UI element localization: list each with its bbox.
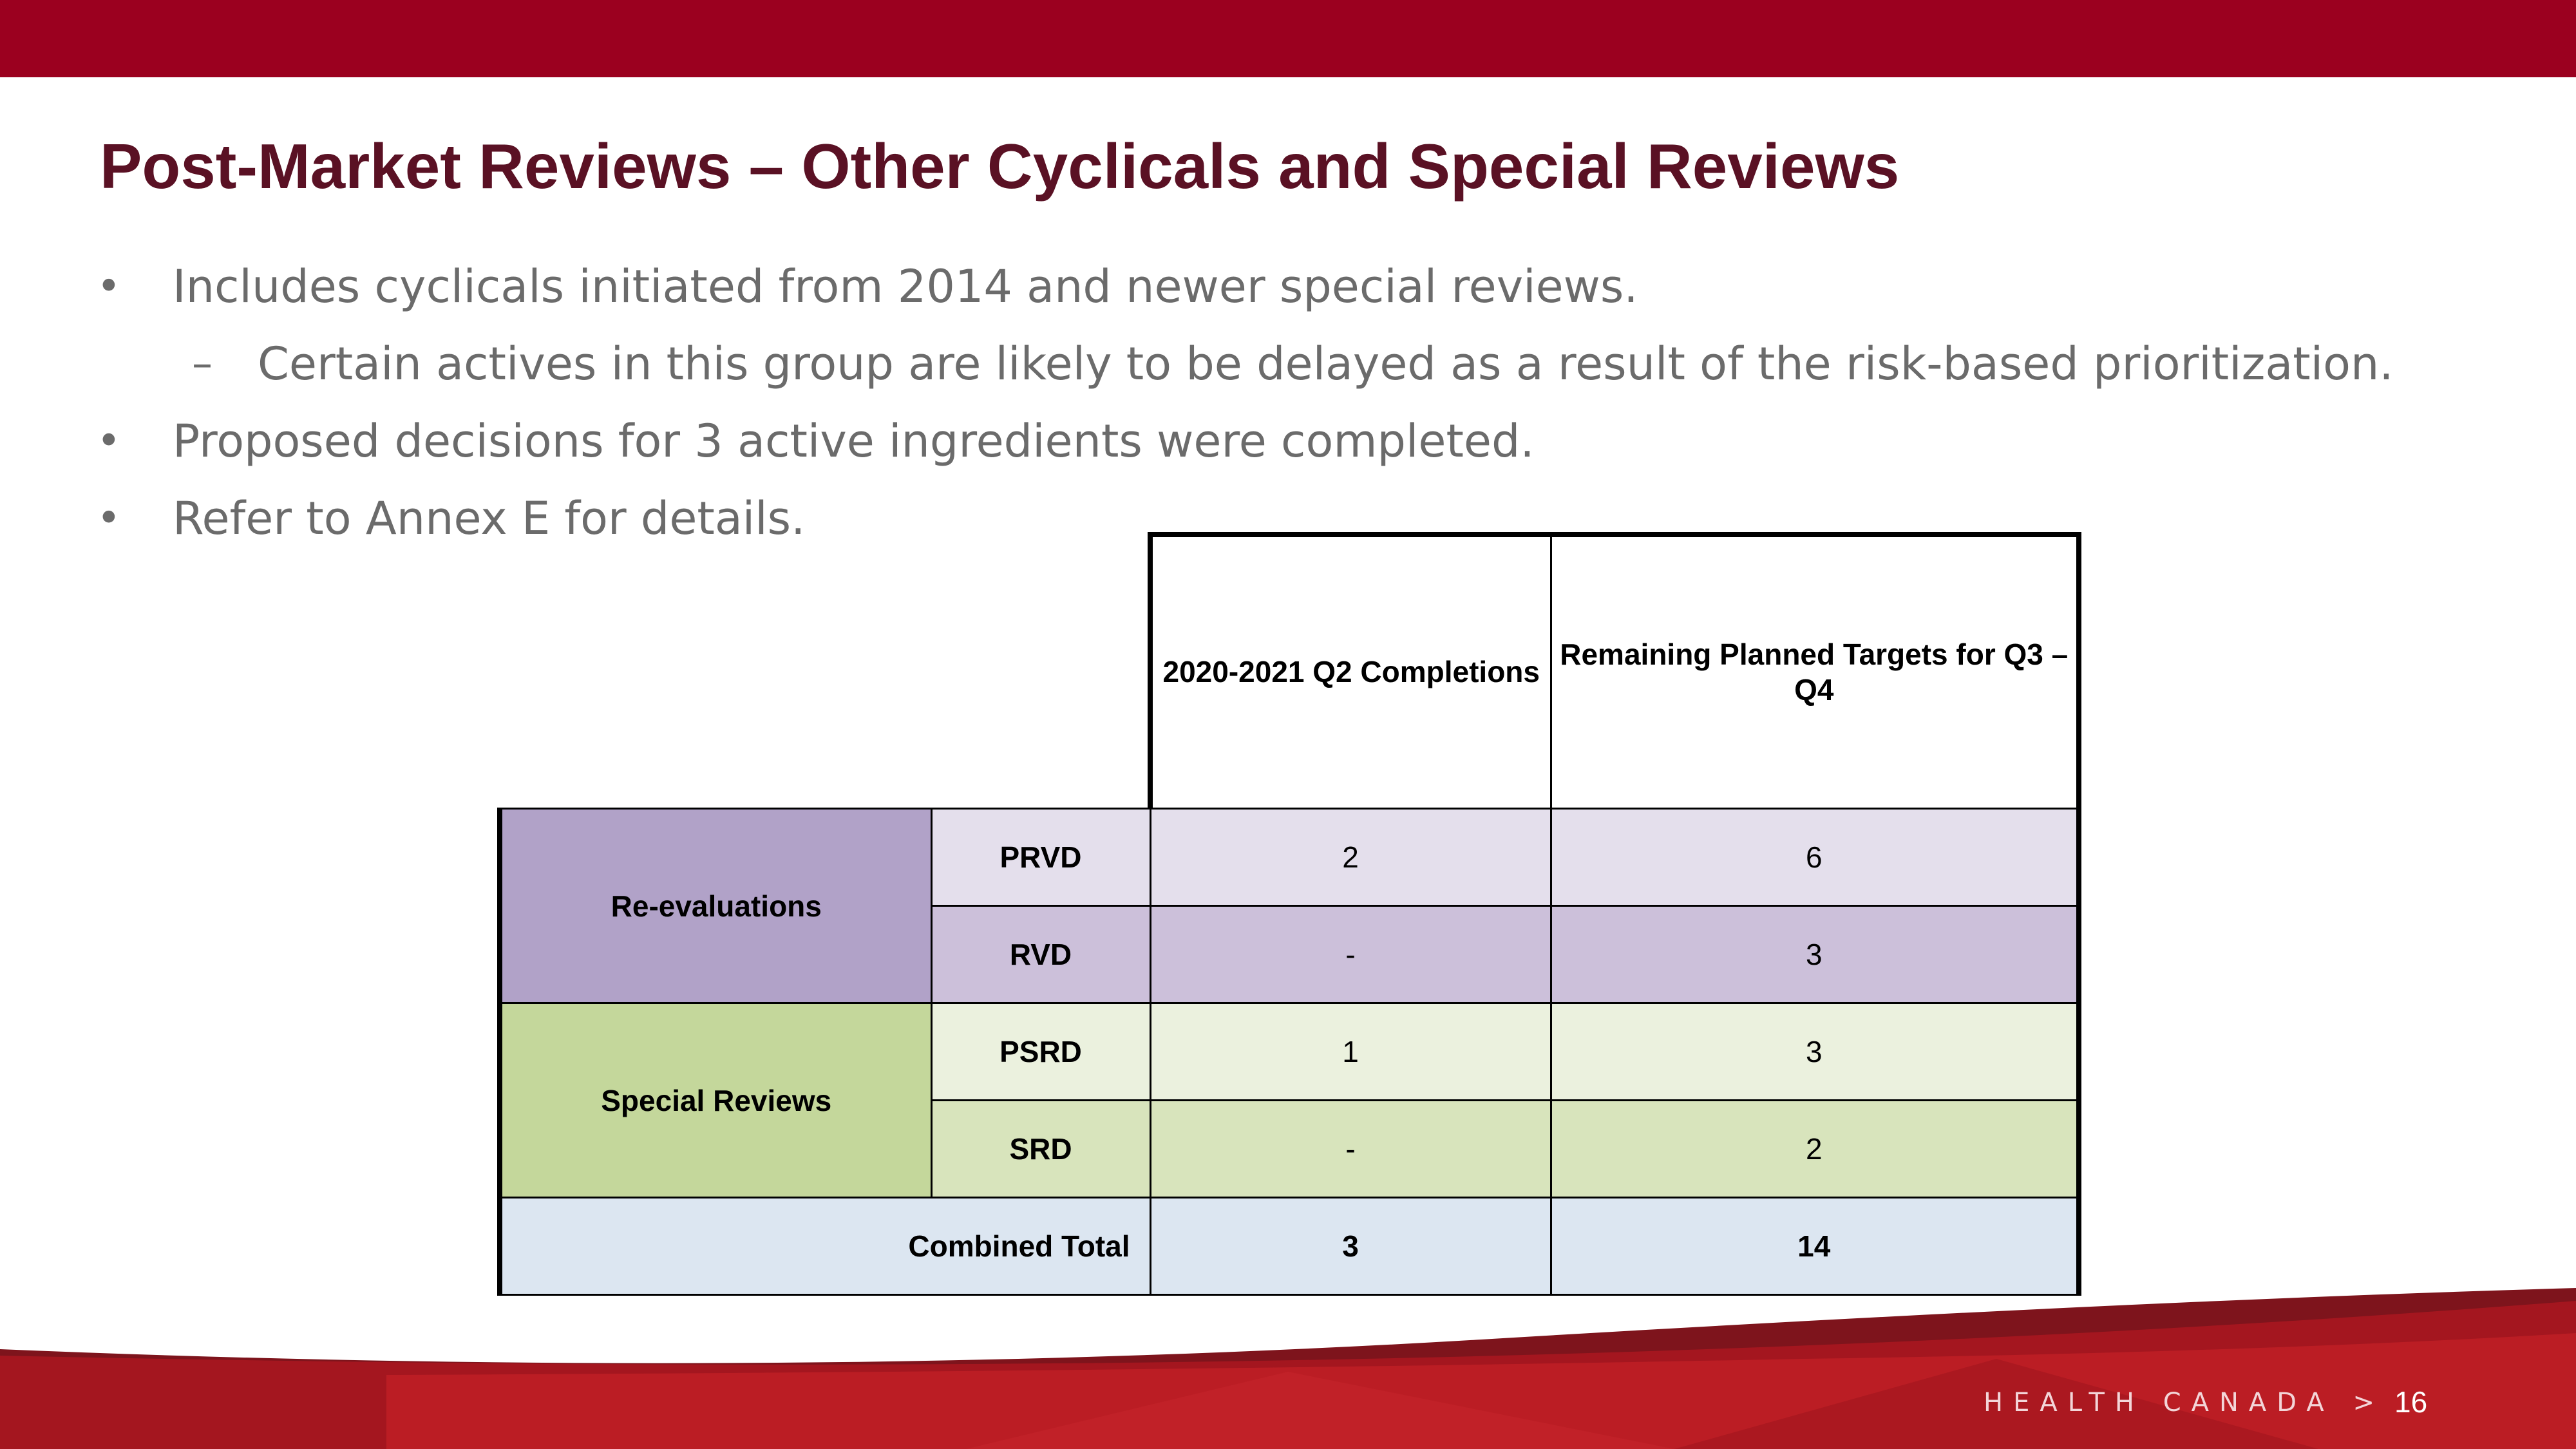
- bullet-item: • Includes cyclicals initiated from 2014…: [97, 248, 2479, 325]
- row-label-psrd: PSRD: [930, 1002, 1151, 1101]
- top-brand-bar: [0, 0, 2576, 77]
- sub-bullet-marker: –: [192, 340, 213, 388]
- bullet-text: Proposed decisions for 3 active ingredie…: [173, 415, 1535, 468]
- cell-total-q2: 3: [1149, 1197, 1552, 1296]
- bullet-item: • Proposed decisions for 3 active ingred…: [97, 402, 2479, 480]
- footer-wave-band: [0, 1288, 2576, 1449]
- table-row-rvd: RVD - 3: [500, 905, 2081, 1004]
- cell-prvd-q2: 2: [1149, 808, 1552, 907]
- slide-title: Post-Market Reviews – Other Cyclicals an…: [100, 131, 1900, 202]
- cell-srd-remaining: 2: [1549, 1099, 2081, 1198]
- cell-rvd-remaining: 3: [1549, 905, 2081, 1004]
- row-label-rvd: RVD: [930, 905, 1151, 1004]
- table-header-row: 2020-2021 Q2 Completions Remaining Plann…: [500, 532, 2081, 810]
- sub-bullet-item: – Certain actives in this group are like…: [97, 325, 2479, 402]
- table-row-total: Combined Total 3 14: [497, 1197, 2081, 1296]
- bullet-marker: •: [97, 263, 121, 310]
- table-row-psrd: Special Reviews PSRD 1 3: [497, 1002, 2081, 1198]
- page-number: 16: [2394, 1385, 2428, 1419]
- header-remaining-targets: Remaining Planned Targets for Q3 – Q4: [1549, 532, 2081, 810]
- row-label-srd: SRD: [930, 1099, 1151, 1198]
- review-targets-table: 2020-2021 Q2 Completions Remaining Plann…: [497, 532, 2081, 1296]
- cell-psrd-q2: 1: [1149, 1002, 1552, 1101]
- cell-srd-q2: -: [1149, 1099, 1552, 1198]
- bullet-marker: •: [97, 495, 121, 542]
- group-label-special-reviews: Special Reviews: [497, 1002, 933, 1198]
- row-label-prvd: PRVD: [930, 808, 1151, 907]
- empty-corner-cell: [500, 535, 1150, 809]
- cell-psrd-remaining: 3: [1549, 1002, 2081, 1101]
- sub-bullet-text: Certain actives in this group are likely…: [258, 337, 2394, 390]
- cell-prvd-remaining: 6: [1549, 808, 2081, 907]
- table-row-prvd: Re-evaluations PRVD 2 6: [497, 808, 2081, 1004]
- bullet-marker: •: [97, 417, 121, 465]
- footer-health-canada: HEALTH CANADA >: [1984, 1388, 2385, 1417]
- bullet-item: • Refer to Annex E for details.: [97, 480, 2479, 557]
- bullet-text: Includes cyclicals initiated from 2014 a…: [173, 260, 1638, 313]
- row-label-combined-total: Combined Total: [497, 1197, 1151, 1296]
- cell-total-remaining: 14: [1549, 1197, 2081, 1296]
- table-row-srd: SRD - 2: [500, 1099, 2081, 1198]
- bullet-text: Refer to Annex E for details.: [173, 492, 806, 545]
- group-label-reevaluations: Re-evaluations: [497, 808, 933, 1004]
- header-q2-completions: 2020-2021 Q2 Completions: [1148, 532, 1552, 810]
- cell-rvd-q2: -: [1149, 905, 1552, 1004]
- bullet-list: • Includes cyclicals initiated from 2014…: [97, 248, 2479, 557]
